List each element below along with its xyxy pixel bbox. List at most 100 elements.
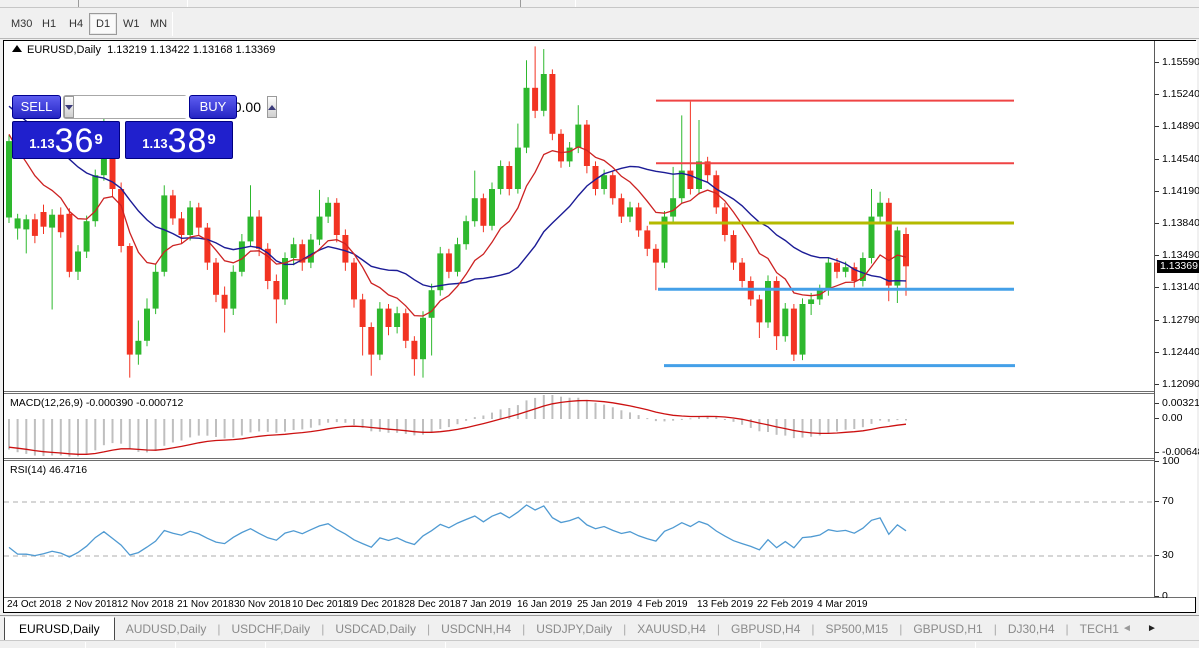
sell-price-pips: 36 (54, 122, 95, 160)
axis-tick (1155, 158, 1159, 160)
date-axis[interactable]: 24 Oct 2018 2 Nov 2018 12 Nov 2018 21 Nov 2… (4, 598, 1195, 612)
symbol-tab-active[interactable]: EURUSD,Daily (4, 616, 115, 641)
rsi-label: RSI(14) 46.4716 (10, 464, 88, 476)
timeframe-button-mn[interactable]: MN (150, 18, 168, 30)
macd-chart-canvas[interactable] (4, 394, 1154, 458)
axis-tick (1155, 94, 1159, 96)
volume-input[interactable] (74, 96, 267, 118)
price-axis-label: 1.13140 (1162, 281, 1199, 294)
status-divider (445, 642, 446, 648)
timeframe-button-h4[interactable]: H4 (69, 18, 84, 30)
macd-label: MACD(12,26,9) -0.000390 -0.000712 (10, 397, 184, 409)
buy-price-pips: 38 (167, 122, 208, 160)
status-strip (0, 640, 1199, 648)
price-axis-label: 1.15240 (1162, 88, 1199, 101)
buy-button[interactable]: BUY (189, 95, 237, 119)
buy-price-base: 1.13 (142, 136, 168, 151)
timeframe-button-w1[interactable]: W1 (123, 18, 140, 30)
toolbar-separator (172, 12, 173, 36)
price-axis-label: 1.13490 (1162, 249, 1199, 262)
symbol-tab-tech100[interactable]: TECH100,H1 (1079, 621, 1119, 636)
rsi-chart-canvas[interactable] (4, 461, 1154, 597)
pane-separator (4, 460, 1195, 461)
axis-tick (1155, 555, 1159, 556)
axis-tick (1155, 319, 1159, 321)
chart-window: EURUSD,Daily 1.13219 1.13422 1.13168 1.1… (3, 40, 1199, 613)
tab-separator: | (427, 621, 431, 636)
date-axis-label: 24 Oct 2018 (7, 599, 62, 610)
volume-decrease-button[interactable] (64, 96, 74, 118)
symbol-tab-dj30[interactable]: DJ30,H4 (1007, 621, 1055, 636)
date-axis-label: 4 Feb 2019 (637, 599, 688, 610)
price-axis[interactable]: 1.15590 1.15240 1.14890 1.14540 1.14190 1.138… (1155, 41, 1199, 602)
symbol-tab-xauusd[interactable]: XAUUSD,H4 (637, 621, 706, 636)
timeframe-button-h1[interactable]: H1 (42, 18, 57, 30)
axis-tick (1155, 62, 1159, 63)
pane-separator[interactable] (4, 458, 1195, 459)
tab-separator: | (623, 621, 627, 636)
symbol-tab-usdchf[interactable]: USDCHF,Daily (231, 621, 311, 636)
price-axis-label: 1.15590 (1162, 56, 1199, 68)
date-axis-label: 7 Jan 2019 (462, 599, 512, 610)
price-axis-label: 1.12090 (1162, 378, 1199, 390)
window-top-strip (0, 0, 1199, 8)
date-axis-label: 10 Dec 2018 (292, 599, 349, 610)
pane-separator (4, 393, 1195, 394)
timeframe-button-m30[interactable]: M30 (11, 18, 33, 30)
rsi-axis-label: 30 (1162, 549, 1174, 561)
symbol-tab-gbpusd[interactable]: GBPUSD,H4 (731, 621, 801, 636)
date-axis-label: 25 Jan 2019 (577, 599, 633, 610)
timeframe-button-d1[interactable]: D1 (89, 13, 118, 35)
symbol-tab-usdjpy[interactable]: USDJPY,Daily (536, 621, 613, 636)
chevron-down-icon (65, 104, 73, 110)
tab-separator: | (899, 621, 903, 636)
symbol-tab-gbpusd[interactable]: GBPUSD,H1 (913, 621, 983, 636)
pane-separator (4, 597, 1195, 598)
price-chart-canvas[interactable] (4, 42, 1154, 391)
status-divider (975, 642, 976, 648)
status-divider (85, 642, 86, 648)
axis-tick (1155, 126, 1159, 128)
pane-separator[interactable] (4, 391, 1195, 392)
sell-price-panel[interactable]: 1.13369 (12, 121, 120, 160)
tab-separator: | (716, 621, 721, 636)
chevron-up-icon (268, 104, 276, 110)
date-axis-label: 4 Mar 2019 (817, 599, 868, 610)
volume-spinner (63, 95, 277, 119)
axis-tick (1155, 287, 1159, 289)
price-axis-label: 1.14890 (1162, 120, 1199, 133)
date-axis-label: 28 Dec 2018 (404, 599, 461, 610)
status-divider (265, 642, 266, 648)
tab-separator: | (321, 621, 325, 636)
symbol-tab-usdcnh[interactable]: USDCNH,H4 (441, 621, 512, 636)
symbol-tab-bar: EURUSD,Daily AUDUSD,Daily | USDCHF,Daily | US… (0, 615, 1199, 641)
tabs-scroll-right-icon[interactable]: ► (1147, 623, 1157, 634)
tab-separator: | (522, 621, 526, 636)
tabs-scroll-left-icon[interactable]: ◄ (1122, 623, 1132, 634)
sell-button[interactable]: SELL (12, 95, 61, 119)
buy-price-panel[interactable]: 1.13389 (125, 121, 233, 160)
chart-title: EURUSD,Daily 1.13219 1.13422 1.13168 1.1… (12, 44, 275, 56)
chart-ohlc-values: 1.13219 1.13422 1.13168 1.13369 (107, 44, 276, 56)
axis-tick (1155, 418, 1159, 419)
rsi-axis-label: 70 (1162, 495, 1174, 507)
current-price-tag: 1.13369 (1157, 260, 1199, 274)
toolbar-remnant (78, 0, 188, 7)
date-axis-label: 22 Feb 2019 (757, 599, 814, 610)
date-axis-label: 12 Nov 2018 (117, 599, 174, 610)
tab-separator: | (1065, 621, 1069, 636)
symbol-tab-usdcad[interactable]: USDCAD,Daily (335, 621, 416, 636)
axis-tick (1155, 460, 1159, 462)
symbol-tab-audusd[interactable]: AUDUSD,Daily (125, 621, 207, 636)
sell-price-base: 1.13 (29, 136, 55, 151)
rsi-axis-label: 100 (1162, 454, 1180, 467)
sell-price-point: 9 (94, 130, 103, 148)
price-axis-label: 1.14540 (1162, 152, 1199, 165)
date-axis-label: 30 Nov 2018 (234, 599, 291, 610)
symbol-tab-sp500[interactable]: SP500,M15 (825, 621, 889, 636)
axis-tick (1155, 403, 1159, 404)
price-axis-label: 1.12790 (1162, 313, 1199, 326)
volume-increase-button[interactable] (267, 96, 277, 118)
date-axis-label: 19 Dec 2018 (347, 599, 404, 610)
axis-tick (1155, 190, 1159, 192)
